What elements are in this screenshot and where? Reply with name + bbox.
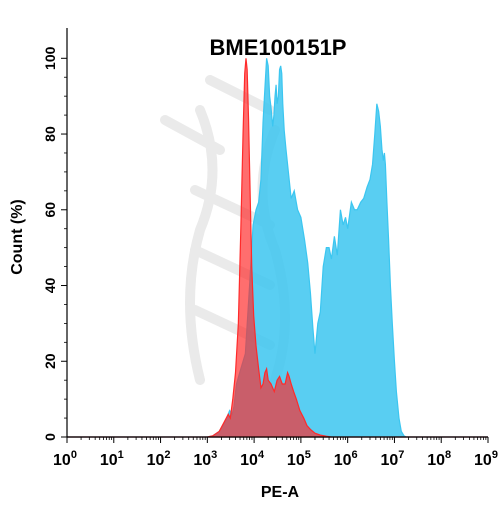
series-area-blue — [67, 58, 488, 438]
x-tick-label: 107 — [380, 449, 404, 469]
series-area-red — [67, 58, 488, 438]
x-tick-label: 103 — [193, 449, 217, 469]
x-tick-base: 10 — [240, 452, 258, 469]
x-tick-exponent: 1 — [118, 449, 124, 461]
y-axis-title: Count (%) — [9, 199, 26, 275]
x-tick-base: 10 — [193, 452, 211, 469]
x-tick-exponent: 9 — [492, 449, 498, 461]
x-tick-label: 102 — [147, 449, 171, 469]
x-tick-exponent: 4 — [258, 449, 265, 461]
watermark-stroke — [205, 75, 275, 115]
x-tick-label: 109 — [474, 449, 498, 469]
x-tick-exponent: 0 — [71, 449, 77, 461]
x-tick-base: 10 — [147, 452, 165, 469]
x-tick-label: 104 — [240, 449, 265, 469]
y-tick-label: 20 — [42, 353, 58, 369]
x-tick-base: 10 — [380, 452, 398, 469]
x-tick-label: 106 — [334, 449, 358, 469]
y-tick-label: 100 — [42, 46, 58, 70]
x-tick-base: 10 — [427, 452, 445, 469]
x-tick-label: 101 — [100, 449, 124, 469]
y-tick-label: 60 — [42, 202, 58, 218]
x-tick-base: 10 — [287, 452, 305, 469]
x-tick-exponent: 5 — [305, 449, 311, 461]
x-tick-base: 10 — [474, 452, 492, 469]
x-tick-exponent: 8 — [445, 449, 451, 461]
x-tick-label: 108 — [427, 449, 451, 469]
watermark-stroke — [185, 105, 218, 385]
x-tick-base: 10 — [53, 452, 71, 469]
x-tick-exponent: 7 — [398, 449, 404, 461]
x-tick-base: 10 — [334, 452, 352, 469]
x-tick-exponent: 6 — [352, 449, 358, 461]
y-tick-label: 40 — [42, 278, 58, 294]
x-tick-exponent: 2 — [164, 449, 170, 461]
chart-title: BME100151P — [210, 35, 347, 60]
x-tick-label: 105 — [287, 449, 311, 469]
x-tick-exponent: 3 — [211, 449, 217, 461]
x-tick-base: 10 — [100, 452, 118, 469]
x-tick-label: 100 — [53, 449, 77, 469]
y-tick-label: 0 — [42, 433, 58, 441]
x-axis-title: PE-A — [261, 484, 300, 501]
y-tick-label: 80 — [42, 126, 58, 142]
